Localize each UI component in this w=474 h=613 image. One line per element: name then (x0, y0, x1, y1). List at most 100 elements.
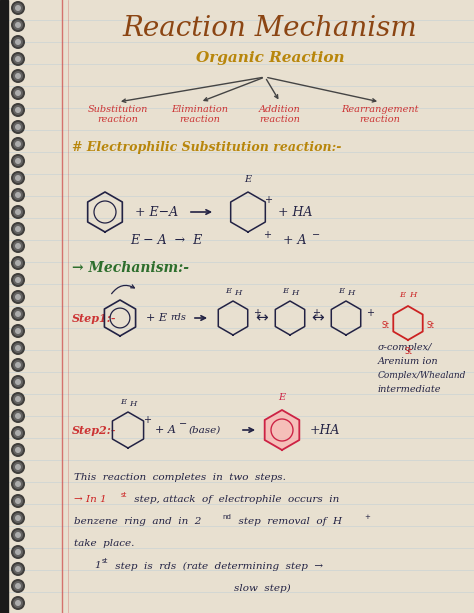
Circle shape (15, 481, 21, 487)
Text: Complex/Whealand: Complex/Whealand (378, 371, 466, 381)
Circle shape (13, 377, 23, 387)
Circle shape (11, 273, 25, 287)
Text: +: + (364, 514, 370, 520)
Circle shape (15, 362, 21, 368)
Circle shape (13, 598, 23, 608)
Text: E: E (338, 287, 344, 295)
Circle shape (13, 173, 23, 183)
Circle shape (11, 103, 25, 117)
Circle shape (15, 566, 21, 572)
Circle shape (13, 479, 23, 489)
Circle shape (15, 192, 21, 198)
Circle shape (15, 515, 21, 521)
Circle shape (13, 190, 23, 200)
Text: take  place.: take place. (74, 539, 134, 549)
Circle shape (15, 175, 21, 181)
Circle shape (11, 375, 25, 389)
Text: + A: + A (155, 425, 176, 435)
Circle shape (11, 205, 25, 219)
Text: +: + (263, 230, 271, 240)
Text: step  is  rds  (rate  determining  step  →: step is rds (rate determining step → (112, 562, 323, 571)
Circle shape (15, 243, 21, 249)
Text: intermediate: intermediate (378, 386, 441, 395)
Text: Organic Reaction: Organic Reaction (196, 51, 344, 65)
Text: benzene  ring  and  in  2: benzene ring and in 2 (74, 517, 201, 527)
Text: H: H (234, 289, 242, 297)
Circle shape (11, 290, 25, 304)
Text: → Mechanism:-: → Mechanism:- (72, 261, 189, 275)
Circle shape (13, 428, 23, 438)
Circle shape (11, 426, 25, 440)
Text: nd: nd (222, 514, 231, 520)
Circle shape (15, 464, 21, 470)
Circle shape (15, 158, 21, 164)
Circle shape (11, 443, 25, 457)
Text: Substitution
reaction: Substitution reaction (88, 105, 148, 124)
Circle shape (11, 341, 25, 355)
Text: Step2:-: Step2:- (72, 424, 117, 435)
Circle shape (13, 258, 23, 268)
Text: + HA: + HA (278, 205, 312, 218)
Circle shape (13, 411, 23, 421)
Text: +: + (143, 415, 151, 425)
Circle shape (11, 460, 25, 474)
Circle shape (13, 54, 23, 64)
Circle shape (13, 360, 23, 370)
Circle shape (13, 207, 23, 217)
Text: E: E (245, 175, 252, 184)
Circle shape (11, 409, 25, 423)
Circle shape (15, 294, 21, 300)
Circle shape (11, 307, 25, 321)
Circle shape (13, 496, 23, 506)
Circle shape (15, 90, 21, 96)
Circle shape (13, 309, 23, 319)
Circle shape (11, 86, 25, 100)
Circle shape (13, 292, 23, 302)
Circle shape (13, 224, 23, 234)
Text: +: + (264, 195, 272, 205)
Text: E: E (282, 287, 288, 295)
Circle shape (11, 154, 25, 168)
Circle shape (15, 532, 21, 538)
Circle shape (15, 328, 21, 334)
Circle shape (15, 396, 21, 402)
Circle shape (13, 530, 23, 540)
Text: Rearrangement
reaction: Rearrangement reaction (341, 105, 419, 124)
Text: −: − (312, 230, 320, 240)
Circle shape (11, 69, 25, 83)
Text: rds: rds (170, 313, 186, 322)
Circle shape (15, 277, 21, 283)
Circle shape (11, 358, 25, 372)
Text: + E: + E (146, 313, 167, 323)
Circle shape (11, 222, 25, 236)
Circle shape (11, 528, 25, 542)
Text: σ-complex/: σ-complex/ (378, 343, 432, 352)
Text: Arenium ion: Arenium ion (378, 357, 438, 367)
Circle shape (11, 120, 25, 134)
Circle shape (11, 137, 25, 151)
Circle shape (11, 256, 25, 270)
Circle shape (15, 22, 21, 28)
Text: This  reaction  completes  in  two  steps.: This reaction completes in two steps. (74, 473, 286, 482)
Circle shape (15, 73, 21, 79)
Text: Step1:-: Step1:- (72, 313, 117, 324)
Text: St: St (404, 347, 412, 356)
Text: H: H (410, 291, 417, 299)
Text: H: H (347, 289, 355, 297)
Circle shape (15, 209, 21, 215)
Text: ↔: ↔ (311, 311, 324, 326)
Circle shape (13, 394, 23, 404)
Circle shape (13, 241, 23, 251)
Circle shape (11, 579, 25, 593)
Circle shape (13, 20, 23, 30)
Circle shape (13, 122, 23, 132)
Circle shape (15, 39, 21, 45)
Circle shape (15, 226, 21, 232)
Circle shape (13, 445, 23, 455)
Text: Addition
reaction: Addition reaction (259, 105, 301, 124)
Circle shape (11, 171, 25, 185)
Text: H: H (129, 400, 137, 408)
Circle shape (11, 494, 25, 508)
Circle shape (11, 477, 25, 491)
Circle shape (15, 5, 21, 11)
